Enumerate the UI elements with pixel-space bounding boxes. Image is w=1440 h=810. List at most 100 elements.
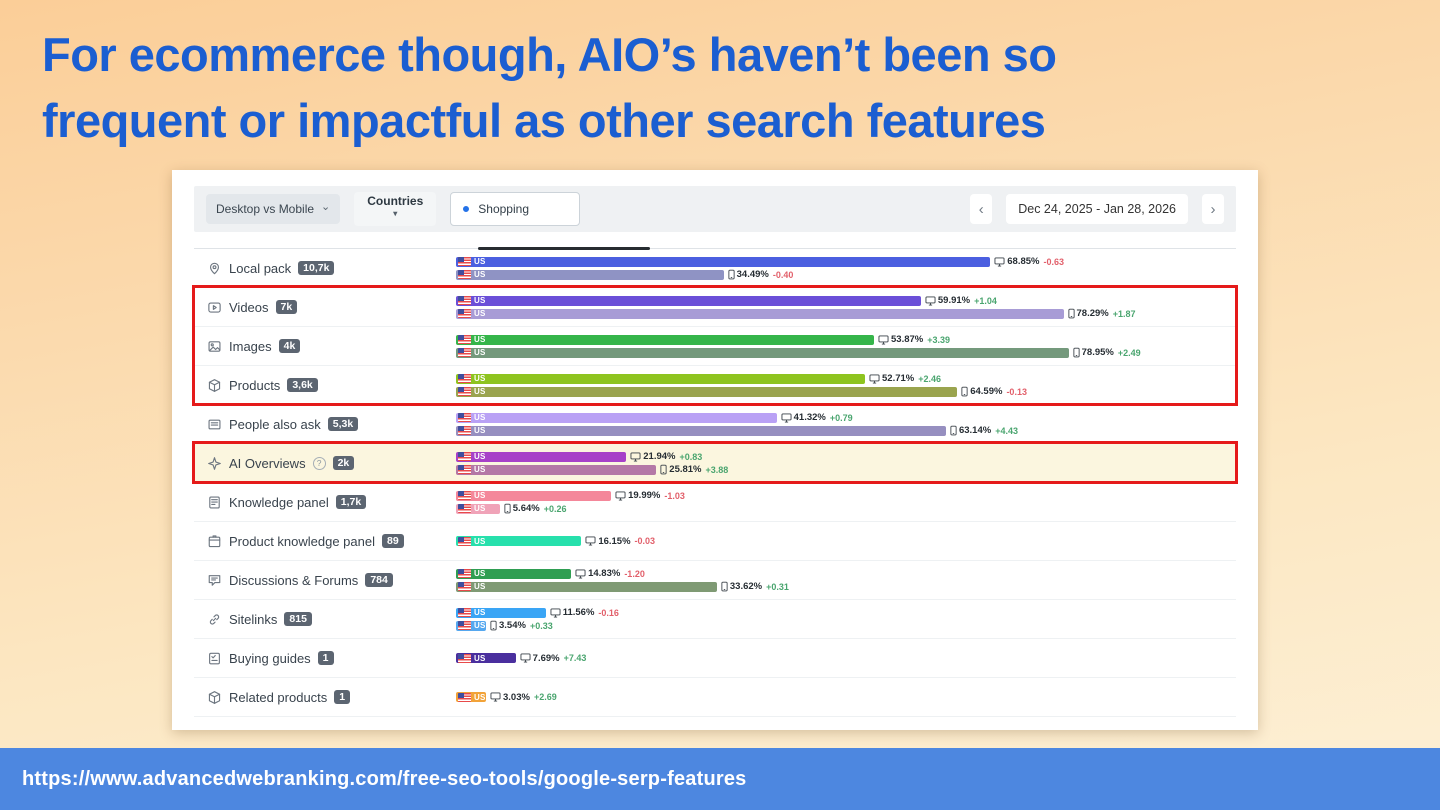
bar-change: +2.49	[1117, 347, 1141, 358]
device-filter-dropdown[interactable]: Desktop vs Mobile ⌄	[206, 194, 341, 224]
bar-country-label: US	[474, 621, 486, 630]
help-icon[interactable]: ?	[312, 456, 326, 470]
bar-change: -1.20	[624, 568, 645, 579]
bar-value: 59.91%	[937, 295, 971, 306]
mobile-icon	[728, 269, 735, 280]
us-mobile-bar[interactable]: US	[456, 425, 946, 436]
us-desktop-bar[interactable]: US	[456, 373, 866, 384]
bar-change: +0.33	[529, 620, 553, 631]
feature-count-badge: 1	[334, 689, 351, 705]
bar-line: US 7.69% +7.43	[456, 652, 1232, 664]
us-desktop-bar[interactable]: US	[456, 653, 516, 663]
feature-row[interactable]: Videos 7k US 59.91% +1.04 US 78.29% +1.87	[194, 288, 1236, 327]
feature-row[interactable]: Sitelinks 815 US 11.56% -0.16 US 3.54% +0.33	[194, 600, 1236, 639]
shopping-filter[interactable]: Shopping	[450, 192, 581, 226]
us-flag-icon	[458, 653, 471, 663]
feature-label-cell: Images 4k	[194, 338, 456, 354]
bar-country-label: US	[474, 452, 486, 461]
chevron-down-icon: ▾	[393, 208, 398, 218]
us-desktop-bar[interactable]: US	[456, 412, 777, 423]
desktop-icon	[550, 607, 561, 618]
us-mobile-bar[interactable]: US	[456, 269, 724, 280]
us-desktop-bar[interactable]: US	[456, 568, 572, 579]
us-mobile-bar[interactable]: US	[456, 386, 958, 397]
feature-bars: US 52.71% +2.46 US 64.59% -0.13	[456, 373, 1236, 397]
bar-value: 3.03%	[503, 691, 530, 703]
feature-bars: US 59.91% +1.04 US 78.29% +1.87	[456, 295, 1236, 319]
feature-label-cell: Local pack 10,7k	[194, 260, 456, 276]
bar-change: -0.03	[634, 536, 656, 546]
feature-count-badge: 7k	[275, 299, 298, 315]
feature-label: Discussions & Forums	[229, 572, 359, 588]
us-desktop-bar[interactable]: US	[456, 490, 612, 501]
us-desktop-bar[interactable]: US	[456, 256, 991, 267]
feature-row[interactable]: People also ask 5,3k US 41.32% +0.79 US 63.14%…	[194, 405, 1236, 444]
bar-value: 7.69%	[532, 652, 560, 664]
feature-bars: US 16.15% -0.03	[456, 536, 1236, 547]
bar-country-label: US	[474, 374, 486, 383]
related-products-icon	[206, 689, 222, 705]
us-mobile-bar[interactable]: US	[456, 464, 657, 475]
bar-change: -1.03	[664, 490, 685, 501]
prev-date-range-button[interactable]: ‹	[970, 194, 993, 224]
bar-change: +0.79	[829, 412, 853, 423]
feature-row[interactable]: Products 3,6k US 52.71% +2.46 US 64.59% -0.13	[194, 366, 1236, 405]
mobile-icon	[1073, 347, 1080, 358]
bar-change: +0.31	[766, 581, 789, 592]
feature-label: Local pack	[229, 260, 292, 276]
desktop-icon	[575, 568, 586, 579]
bar-country-label: US	[474, 270, 486, 279]
us-desktop-bar[interactable]: US	[456, 334, 875, 345]
feature-bars: US 19.99% -1.03 US 5.64% +0.26	[456, 490, 1236, 514]
bar-change: +2.46	[918, 373, 942, 384]
us-desktop-bar[interactable]: US	[456, 607, 546, 618]
feature-bars: US 53.87% +3.39 US 78.95% +2.49	[456, 334, 1236, 358]
us-flag-icon	[458, 387, 471, 396]
bar-value: 68.85%	[1007, 256, 1040, 267]
feature-row[interactable]: Buying guides 1 US 7.69% +7.43	[194, 639, 1236, 678]
feature-row[interactable]: Product knowledge panel 89 US 16.15% -0.03	[194, 522, 1236, 561]
us-flag-icon	[458, 413, 471, 422]
footer-bar: https://www.advancedwebranking.com/free-…	[0, 748, 1440, 810]
mobile-icon	[504, 503, 511, 514]
us-desktop-bar[interactable]: US	[456, 692, 486, 702]
feature-row[interactable]: AI Overviews? 2k US 21.94% +0.83 US 25.81% +3.8…	[194, 444, 1236, 483]
next-date-range-button[interactable]: ›	[1202, 194, 1224, 224]
feature-label: Products	[229, 377, 281, 393]
horizontal-scrollbar[interactable]	[478, 247, 650, 250]
us-mobile-bar[interactable]: US	[456, 347, 1069, 358]
location-pin-icon	[206, 260, 222, 276]
countries-dropdown[interactable]: Countries ▾	[354, 192, 437, 226]
feature-row[interactable]: Knowledge panel 1,7k US 19.99% -1.03 US 5.64% +…	[194, 483, 1236, 522]
us-mobile-bar[interactable]: US	[456, 581, 717, 592]
feature-bars: US 41.32% +0.79 US 63.14% +4.43	[456, 412, 1236, 436]
slide-title-line1: For ecommerce though, AIO’s haven’t been…	[42, 28, 1057, 81]
feature-row[interactable]: Images 4k US 53.87% +3.39 US 78.95% +2.49	[194, 327, 1236, 366]
bar-line: US 68.85% -0.63	[456, 256, 1232, 267]
feature-row[interactable]: Local pack 10,7k US 68.85% -0.63 US 34.49% -0.4…	[194, 249, 1236, 288]
bar-value: 41.32%	[793, 412, 826, 423]
us-mobile-bar[interactable]: US	[456, 620, 486, 631]
bar-line: US 25.81% +3.88	[456, 464, 1232, 475]
feature-count-badge: 784	[365, 572, 393, 588]
mobile-icon	[721, 581, 728, 592]
feature-label-cell: People also ask 5,3k	[194, 416, 456, 432]
feature-row[interactable]: Related products 1 US 3.03% +2.69	[194, 678, 1236, 717]
bar-value: 64.59%	[970, 386, 1003, 397]
mobile-icon	[490, 620, 497, 631]
mobile-icon	[961, 386, 968, 397]
date-range[interactable]: Dec 24, 2025 - Jan 28, 2026	[1006, 194, 1188, 224]
bar-line: US 11.56% -0.16	[456, 607, 1232, 618]
feature-label: Images	[229, 338, 272, 354]
feature-row[interactable]: Discussions & Forums 784 US 14.83% -1.20 US 33…	[194, 561, 1236, 600]
feature-label-cell: Product knowledge panel 89	[194, 533, 456, 549]
feature-label: AI Overviews	[229, 455, 306, 471]
bar-change: +4.43	[995, 425, 1018, 436]
product-panel-icon	[206, 533, 222, 549]
us-desktop-bar[interactable]: US	[456, 295, 921, 306]
us-mobile-bar[interactable]: US	[456, 308, 1064, 319]
mobile-icon	[660, 464, 667, 475]
us-desktop-bar[interactable]: US	[456, 451, 627, 462]
us-mobile-bar[interactable]: US	[456, 503, 500, 514]
us-desktop-bar[interactable]: US	[456, 536, 582, 546]
